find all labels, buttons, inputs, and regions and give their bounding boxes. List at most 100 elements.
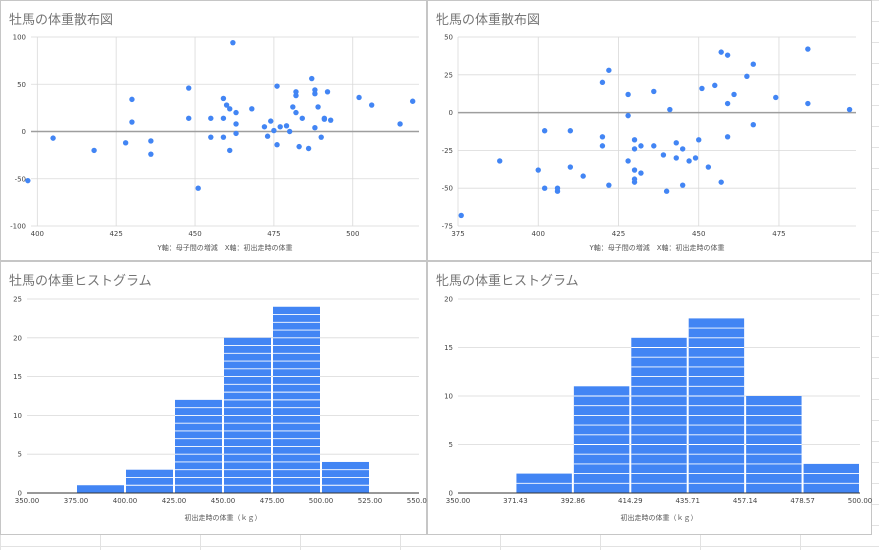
- data-point: [186, 85, 192, 91]
- histogram-male: 0 5 10 15 20 25 350.00 375.00 400.00 425.00 450.00…: [13, 296, 428, 523]
- data-point: [321, 115, 328, 121]
- chart-title: 牝馬の体重散布図: [436, 13, 541, 28]
- data-point: [299, 115, 305, 121]
- data-point: [679, 146, 686, 152]
- data-point: [312, 87, 318, 93]
- data-point: [230, 39, 236, 46]
- data-point: [541, 185, 548, 191]
- x-tick-label: 450.00: [211, 497, 236, 505]
- histogram-panel-male[interactable]: 牡馬の体重ヒストグラム 0 5 10 15 20 25 350.00 375.00 400.00…: [0, 261, 428, 535]
- x-tick-label: 478.57: [790, 497, 815, 505]
- y-tick-label: 25: [444, 71, 453, 79]
- scatter-plot-female: -75 -50 -25 0 25 50 375 400 425 450 475 Y軸：母子間の増減 X…: [442, 34, 856, 252]
- x-tick-label: 550.00: [407, 497, 428, 505]
- histogram-bar: [77, 485, 124, 493]
- data-point: [567, 164, 574, 170]
- data-point: [696, 137, 702, 143]
- data-point: [293, 89, 299, 95]
- data-point: [277, 124, 283, 130]
- data-point: [724, 52, 731, 58]
- x-tick-label: 350.00: [15, 497, 40, 505]
- data-point: [731, 91, 737, 98]
- data-point: [599, 79, 606, 86]
- x-axis-label: Y軸：母子間の増減 X軸：初出走時の体重: [156, 243, 292, 252]
- x-tick-label: 371.43: [503, 497, 527, 505]
- data-point: [315, 104, 321, 110]
- x-axis-label: 初出走時の体重（ｋｇ）: [621, 513, 698, 522]
- data-point: [356, 94, 362, 101]
- data-point: [208, 115, 214, 121]
- data-point: [712, 82, 718, 89]
- chart-title: 牡馬の体重散布図: [9, 13, 114, 28]
- x-tick-label: 400: [31, 230, 44, 238]
- data-point: [264, 133, 271, 139]
- data-point: [773, 94, 779, 101]
- data-point: [679, 182, 686, 188]
- data-point: [805, 100, 811, 107]
- data-point: [750, 61, 756, 67]
- y-tick-label: 0: [449, 490, 453, 498]
- scatter-panel-male[interactable]: 牡馬の体重散布図 -100 -50 0 50 100 400 425 450 475 500 Y軸：…: [0, 0, 427, 261]
- data-point: [651, 143, 657, 149]
- x-tick-label: 475: [267, 230, 280, 238]
- y-tick-label: 0: [449, 109, 453, 117]
- y-tick-label: 50: [17, 81, 26, 89]
- data-point: [750, 121, 756, 128]
- y-tick-label: -75: [442, 223, 453, 231]
- x-tick-label: 457.14: [733, 497, 758, 505]
- data-point: [606, 182, 612, 188]
- y-tick-label: 100: [13, 34, 26, 42]
- x-tick-label: 500: [346, 230, 359, 238]
- x-tick-label: 525.00: [358, 497, 383, 505]
- data-point: [599, 134, 606, 140]
- data-point: [673, 155, 679, 161]
- data-point: [318, 134, 324, 140]
- y-tick-label: 0: [18, 490, 22, 498]
- x-axis-label: 初出走時の体重（ｋｇ）: [185, 513, 262, 522]
- data-point: [233, 121, 239, 127]
- chart-title: 牡馬の体重ヒストグラム: [9, 274, 152, 289]
- data-point: [220, 95, 227, 102]
- data-point: [286, 128, 293, 135]
- x-tick-label: 392.86: [561, 497, 586, 505]
- data-point: [497, 158, 503, 164]
- data-point: [458, 212, 464, 219]
- x-tick-label: 375.00: [64, 497, 89, 505]
- data-point: [692, 155, 699, 161]
- data-point: [261, 124, 268, 130]
- y-tick-label: 15: [444, 344, 453, 352]
- x-axis-label: Y軸：母子間の増減 X軸：初出走時の体重: [588, 243, 724, 252]
- data-point: [129, 96, 135, 103]
- data-point: [631, 146, 638, 152]
- x-tick-label: 450: [188, 230, 201, 238]
- x-tick-label: 435.71: [675, 497, 700, 505]
- data-point: [599, 143, 606, 149]
- y-tick-label: 20: [444, 296, 453, 304]
- x-tick-label: 425: [612, 230, 625, 238]
- data-point: [220, 134, 227, 140]
- data-point: [805, 46, 811, 52]
- histogram-bar: [126, 469, 173, 493]
- data-point: [397, 121, 403, 127]
- y-tick-label: 25: [13, 296, 22, 304]
- y-tick-label: 20: [13, 334, 22, 342]
- data-point: [699, 85, 705, 92]
- data-point: [554, 188, 561, 194]
- data-point: [724, 134, 731, 140]
- data-point: [249, 106, 255, 112]
- data-point: [148, 138, 154, 144]
- y-tick-label: 0: [22, 128, 26, 136]
- data-point: [663, 188, 670, 194]
- data-point: [567, 128, 574, 134]
- data-point: [631, 137, 638, 143]
- data-point: [50, 135, 56, 141]
- x-tick-label: 450: [692, 230, 705, 238]
- data-point: [638, 143, 644, 149]
- data-point: [290, 104, 296, 110]
- histogram-panel-female[interactable]: 牝馬の体重ヒストグラム 0 5 10 15 20 350.00 371.43 392.86 41…: [427, 261, 872, 535]
- scatter-panel-female[interactable]: 牝馬の体重散布図 -75 -50 -25 0 25 50 375 400 425 450 475 Y軸…: [427, 0, 872, 261]
- data-point: [660, 152, 667, 158]
- data-point: [541, 128, 548, 134]
- y-tick-label: -25: [442, 147, 453, 155]
- x-tick-label: 475.00: [260, 497, 285, 505]
